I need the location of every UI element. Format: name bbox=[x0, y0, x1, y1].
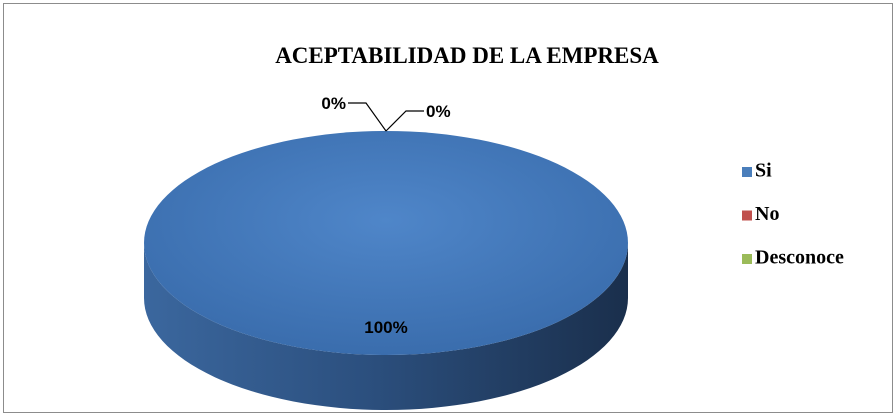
leader-line bbox=[385, 110, 424, 132]
slice bbox=[144, 131, 628, 355]
legend-label: Si bbox=[755, 160, 772, 182]
legend-swatch bbox=[742, 254, 752, 264]
legend-swatch bbox=[742, 167, 752, 177]
legend-swatch bbox=[742, 210, 752, 221]
data-label: 0% bbox=[321, 94, 346, 113]
leader-line bbox=[348, 102, 387, 132]
legend-label: No bbox=[755, 203, 779, 225]
data-label: 0% bbox=[426, 102, 451, 121]
data-label: 100% bbox=[364, 318, 407, 337]
slice-side bbox=[144, 243, 628, 410]
legend-label: Desconoce bbox=[755, 247, 844, 269]
chart-title: ACEPTABILIDAD DE LA EMPRESA bbox=[275, 43, 659, 68]
